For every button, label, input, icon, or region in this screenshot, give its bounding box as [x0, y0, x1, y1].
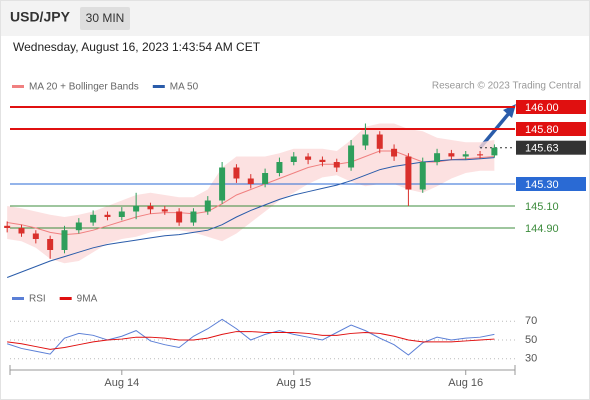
level-label: 145.80	[525, 124, 559, 136]
legend-swatch	[12, 85, 24, 88]
candle-body	[491, 147, 498, 156]
candle-body	[290, 156, 297, 162]
legend-label: RSI	[29, 294, 46, 305]
source: Research © 2023 Trading Central	[432, 81, 581, 92]
ma-line	[7, 150, 495, 236]
legend-label: MA 20 + Bollinger Bands	[29, 82, 139, 93]
level-label: 145.30	[525, 179, 559, 191]
candle-body	[190, 211, 197, 223]
candle-body	[391, 148, 398, 157]
timeframe: 30 MIN	[86, 11, 125, 25]
candle-body	[419, 162, 426, 190]
level-label: 146.00	[525, 102, 559, 114]
candle-body	[276, 162, 283, 173]
level-box	[516, 100, 586, 114]
candle-body	[233, 167, 240, 179]
legend-label: MA 50	[170, 82, 199, 93]
candle-body	[477, 154, 484, 156]
level-box	[516, 177, 586, 191]
candle-body	[47, 239, 54, 250]
candle-body	[333, 162, 340, 168]
candle-body	[75, 222, 82, 231]
candle-body	[462, 154, 469, 157]
candle-body	[32, 233, 39, 239]
legend-swatch	[152, 85, 165, 88]
candle-body	[204, 200, 211, 212]
bollinger-band	[7, 123, 495, 264]
legend-swatch	[12, 297, 24, 300]
candle-body	[362, 134, 369, 146]
candle-body	[147, 206, 154, 210]
candle-body	[262, 173, 269, 184]
candle-body	[118, 211, 125, 217]
candle-body	[247, 178, 254, 184]
level-box	[516, 140, 586, 155]
candle-body	[18, 228, 25, 234]
candle-body	[133, 206, 140, 212]
candle-body	[61, 230, 68, 250]
x-tick-label: Aug 15	[276, 377, 311, 389]
candle-body	[376, 134, 383, 149]
legend-label: 9MA	[77, 294, 98, 305]
y-tick-label: 30	[525, 353, 537, 365]
candle-body	[161, 209, 168, 212]
candle-body	[405, 156, 412, 190]
candle-body	[319, 159, 326, 162]
legend-swatch	[59, 297, 72, 300]
timeframe-box	[80, 7, 130, 30]
candle-body	[104, 214, 111, 217]
candle-body	[305, 156, 312, 160]
candle-body	[434, 153, 441, 162]
candle-body	[176, 211, 183, 223]
level-box	[516, 122, 586, 136]
candle-body	[219, 167, 226, 201]
y-tick-label: 70	[525, 315, 537, 327]
candle-body	[448, 153, 455, 157]
candle-body	[4, 225, 11, 228]
candle-body	[348, 145, 355, 168]
candle-body	[90, 214, 97, 223]
rsi-line	[7, 331, 495, 350]
symbol: USD/JPY	[10, 9, 71, 25]
level-label: 144.90	[525, 223, 559, 235]
x-tick-label: Aug 14	[104, 377, 139, 389]
timestamp: Wednesday, August 16, 2023 1:43:54 AM CE…	[13, 40, 261, 54]
level-label: 145.10	[525, 201, 559, 213]
level-label: 145.63	[525, 143, 559, 155]
rsi-line	[7, 318, 495, 356]
y-tick-label: 50	[525, 334, 537, 346]
ma-line	[6, 157, 495, 278]
x-tick-label: Aug 16	[448, 377, 483, 389]
